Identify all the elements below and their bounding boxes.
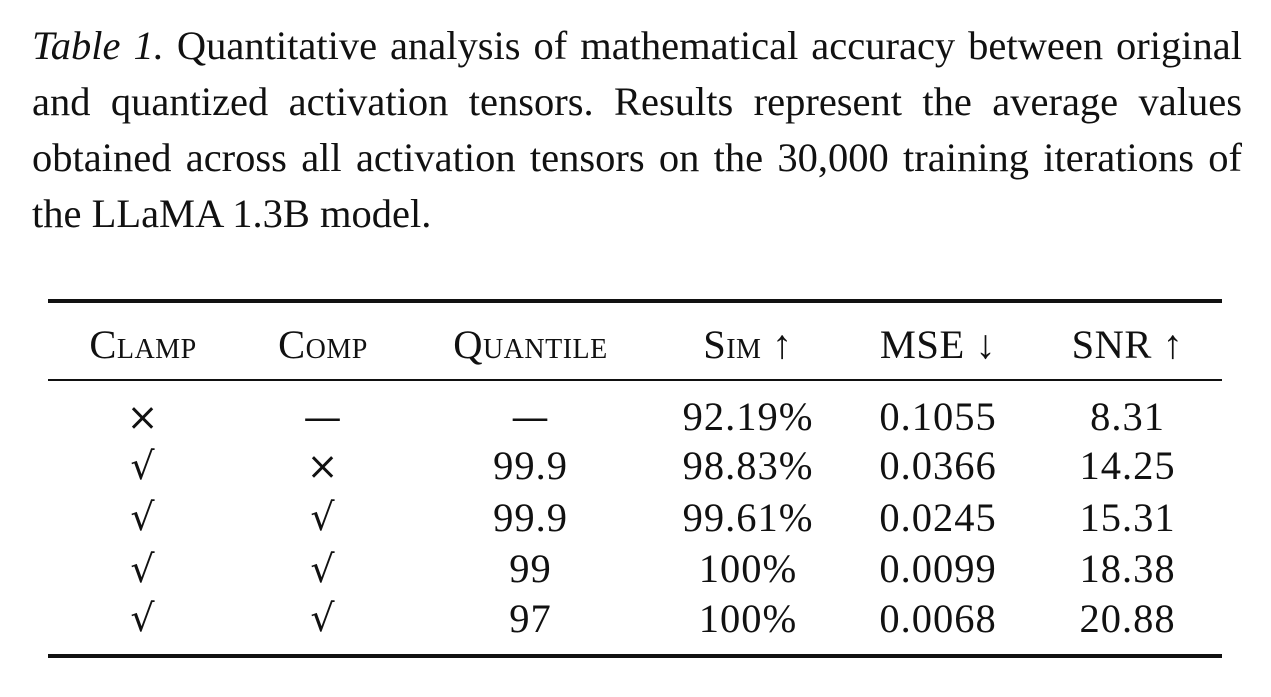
cell-comp: √: [310, 596, 336, 640]
header-comp: Comp: [238, 301, 408, 381]
table-row: √ √ 99.9 99.61% 0.0245 15.31: [48, 492, 1222, 544]
table-row: × — — 92.19% 0.1055 8.31: [48, 380, 1222, 440]
table-header-row: Clamp Comp Quantile Sim ↑ MSE ↓ SNR ↑: [48, 301, 1222, 381]
cell-sim: 100%: [698, 595, 798, 641]
header-clamp: Clamp: [48, 301, 238, 381]
cell-snr: 20.88: [1079, 595, 1176, 641]
cell-snr: 8.31: [1090, 394, 1165, 439]
cell-quantile: 99.9: [493, 494, 568, 540]
table-row: √ √ 97 100% 0.0068 20.88: [48, 595, 1222, 656]
cell-comp: √: [310, 495, 336, 540]
cell-clamp: ×: [126, 394, 160, 439]
cell-mse: 0.0068: [879, 595, 997, 641]
cell-mse: 0.1055: [879, 394, 997, 439]
cell-sim: 100%: [698, 546, 798, 592]
cell-clamp: √: [130, 495, 156, 540]
cell-quantile: —: [511, 394, 550, 439]
header-mse: MSE ↓: [843, 301, 1033, 381]
cell-quantile: 99.9: [493, 443, 568, 489]
table-row: √ √ 99 100% 0.0099 18.38: [48, 543, 1222, 595]
cell-sim: 99.61%: [682, 494, 814, 540]
cell-comp: √: [310, 546, 336, 591]
cell-sim: 98.83%: [682, 443, 814, 489]
cell-clamp: √: [130, 596, 156, 640]
results-table: Clamp Comp Quantile Sim ↑ MSE ↓ SNR ↑ × …: [48, 299, 1222, 658]
cell-snr: 14.25: [1079, 443, 1176, 489]
table-caption: Table 1. Quantitative analysis of mathem…: [32, 18, 1242, 242]
header-snr: SNR ↑: [1033, 301, 1222, 381]
cell-mse: 0.0366: [879, 443, 997, 489]
cell-quantile: 99: [509, 546, 552, 592]
header-quantile: Quantile: [408, 301, 653, 381]
cell-mse: 0.0099: [879, 546, 997, 592]
cell-sim: 92.19%: [682, 394, 814, 439]
cell-comp: ×: [306, 443, 340, 488]
cell-comp: —: [303, 394, 343, 439]
cell-mse: 0.0245: [879, 494, 997, 540]
caption-text: Quantitative analysis of mathematical ac…: [32, 23, 1243, 236]
cell-clamp: √: [130, 546, 156, 591]
results-table-container: Clamp Comp Quantile Sim ↑ MSE ↓ SNR ↑ × …: [48, 299, 1222, 658]
cell-clamp: √: [130, 443, 156, 488]
cell-snr: 18.38: [1079, 546, 1176, 592]
cell-snr: 15.31: [1079, 494, 1176, 540]
cell-quantile: 97: [509, 595, 552, 641]
caption-label: Table 1.: [32, 23, 164, 68]
header-sim: Sim ↑: [653, 301, 843, 381]
table-row: √ × 99.9 98.83% 0.0366 14.25: [48, 440, 1222, 492]
